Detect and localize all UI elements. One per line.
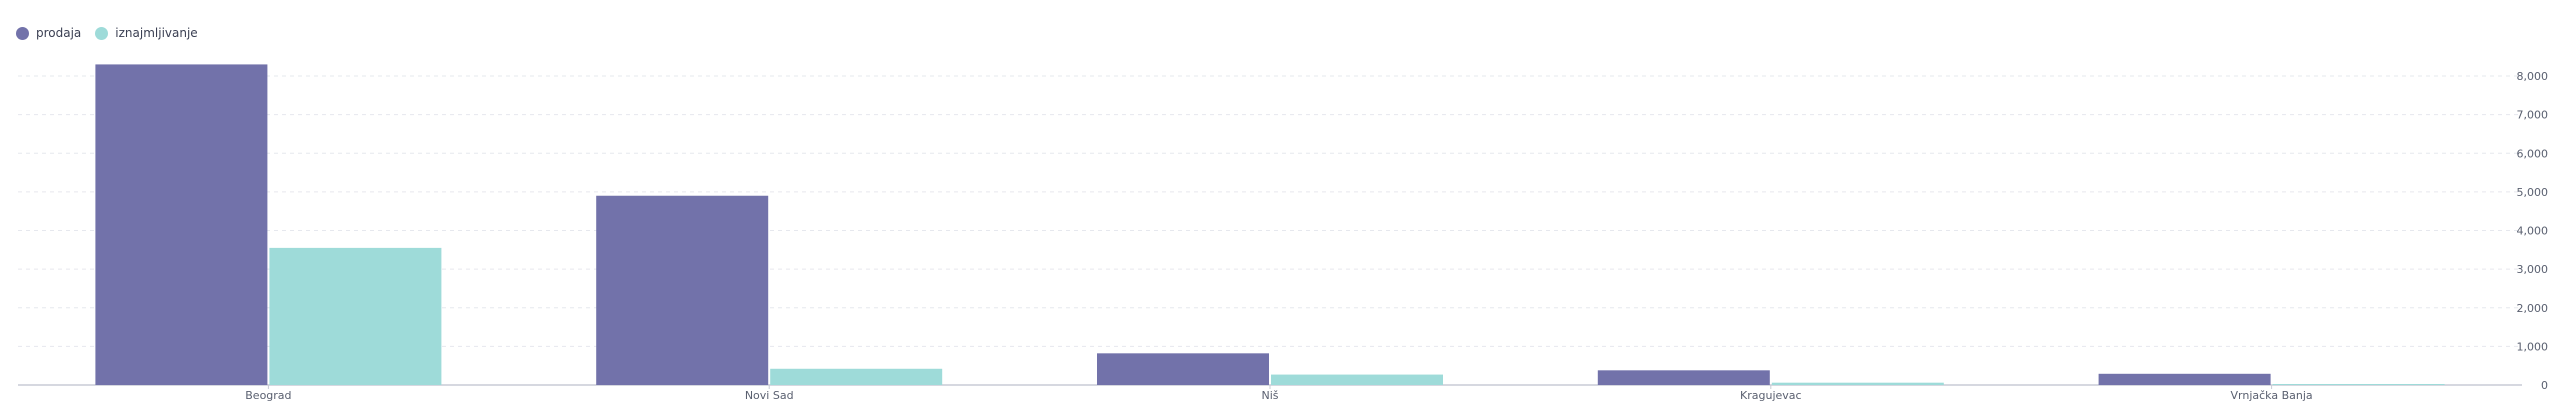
x-tick-label-2: Niš [1261,389,1278,402]
bar-prodaja-0[interactable] [95,64,268,385]
legend: prodaja iznajmljivanje [16,26,212,40]
bar-prodaja-3[interactable] [1597,370,1770,385]
y-tick-label-3000: 3,000 [2517,263,2549,276]
x-tick-label-4: Vrnjačka Banja [2231,389,2313,402]
bar-iznajmljivanje-0[interactable] [269,247,442,385]
legend-swatch-prodaja [16,26,29,40]
bar-iznajmljivanje-3[interactable] [1771,382,1944,385]
bar-iznajmljivanje-1[interactable] [770,368,943,385]
x-tick-label-1: Novi Sad [745,389,794,402]
legend-swatch-iznajmljivanje [95,26,109,40]
legend-label-iznajmljivanje: iznajmljivanje [115,26,198,40]
y-tick-label-7000: 7,000 [2517,109,2549,122]
legend-item-iznajmljivanje[interactable]: iznajmljivanje [95,26,198,40]
y-tick-label-0: 0 [2541,379,2548,392]
x-tick-label-0: Beograd [245,389,291,402]
bar-iznajmljivanje-4[interactable] [2272,384,2445,385]
bar-iznajmljivanje-2[interactable] [1271,374,1443,385]
y-tick-label-4000: 4,000 [2517,225,2549,238]
x-tick-label-3: Kragujevac [1740,389,1802,402]
y-tick-label-1000: 1,000 [2517,340,2549,353]
y-tick-label-5000: 5,000 [2517,186,2549,199]
bar-prodaja-4[interactable] [2098,373,2271,385]
legend-item-prodaja[interactable]: prodaja [16,26,81,40]
y-tick-label-2000: 2,000 [2517,302,2549,315]
y-tick-label-6000: 6,000 [2517,147,2549,160]
y-tick-label-8000: 8,000 [2517,70,2549,83]
bar-prodaja-1[interactable] [596,195,769,385]
legend-label-prodaja: prodaja [36,26,82,40]
bar-prodaja-2[interactable] [1097,353,1269,385]
